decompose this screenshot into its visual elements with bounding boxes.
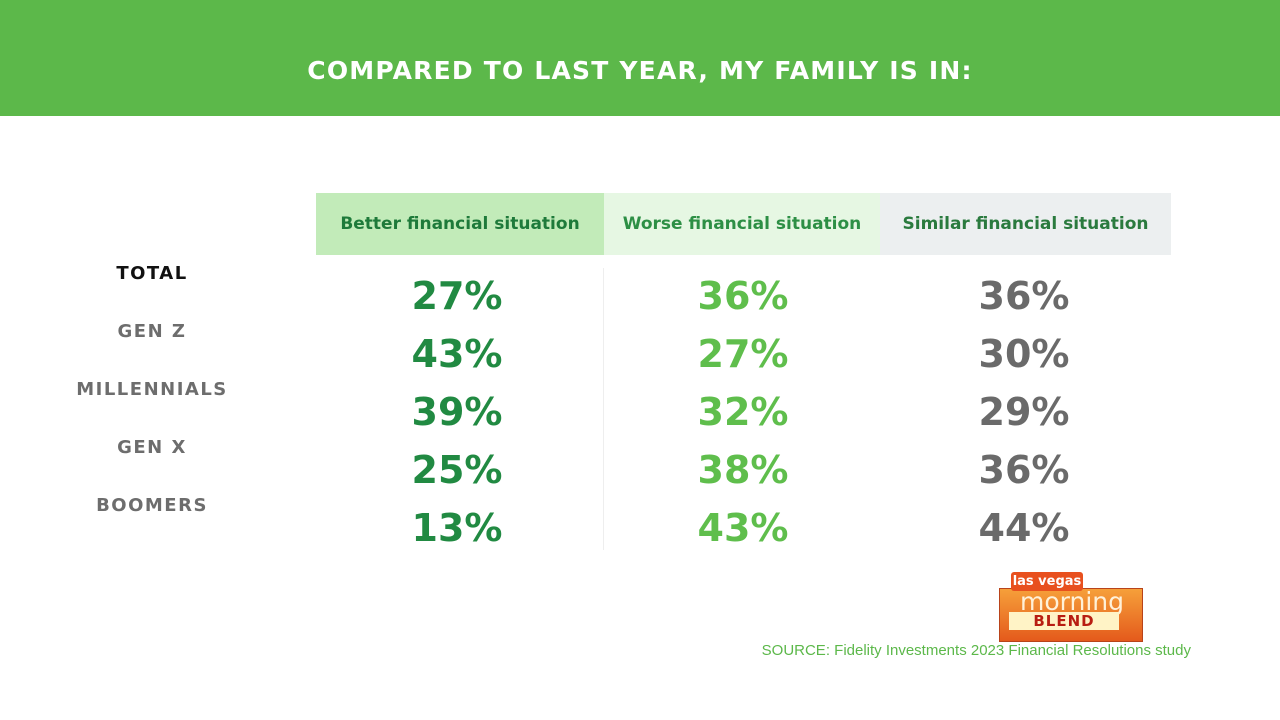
cell-gen-x-better: 25% bbox=[411, 448, 503, 492]
cell-boomers-similar: 44% bbox=[978, 506, 1070, 550]
row-label-millennials: MILLENNIALS bbox=[76, 379, 228, 400]
cell-gen-x-similar: 36% bbox=[978, 448, 1070, 492]
column-divider bbox=[603, 268, 604, 550]
source-note: SOURCE: Fidelity Investments 2023 Financ… bbox=[761, 642, 1191, 659]
cell-millennials-better: 39% bbox=[411, 390, 503, 434]
logo-bottom-text: BLEND bbox=[1009, 612, 1119, 630]
column-header-better: Better financial situation bbox=[316, 193, 604, 255]
row-label-gen-x: GEN X bbox=[117, 437, 187, 458]
row-label-total: TOTAL bbox=[116, 263, 188, 284]
chart-title: COMPARED TO LAST YEAR, MY FAMILY IS IN: bbox=[307, 56, 973, 85]
column-header-worse: Worse financial situation bbox=[604, 193, 880, 255]
title-banner: COMPARED TO LAST YEAR, MY FAMILY IS IN: bbox=[0, 0, 1280, 116]
logo-top-text: las vegas bbox=[1011, 572, 1083, 591]
cell-millennials-similar: 29% bbox=[978, 390, 1070, 434]
cell-total-worse: 36% bbox=[697, 274, 789, 318]
logo-middle-text: morning bbox=[1020, 587, 1124, 616]
column-header-similar: Similar financial situation bbox=[880, 193, 1171, 255]
cell-total-better: 27% bbox=[411, 274, 503, 318]
cell-total-similar: 36% bbox=[978, 274, 1070, 318]
cell-boomers-better: 13% bbox=[411, 506, 503, 550]
cell-boomers-worse: 43% bbox=[697, 506, 789, 550]
cell-gen-x-worse: 38% bbox=[697, 448, 789, 492]
cell-millennials-worse: 32% bbox=[697, 390, 789, 434]
row-label-gen-z: GEN Z bbox=[117, 321, 187, 342]
cell-gen-z-worse: 27% bbox=[697, 332, 789, 376]
cell-gen-z-similar: 30% bbox=[978, 332, 1070, 376]
station-logo: las vegas morning BLEND bbox=[999, 572, 1143, 648]
cell-gen-z-better: 43% bbox=[411, 332, 503, 376]
row-label-boomers: BOOMERS bbox=[96, 495, 208, 516]
